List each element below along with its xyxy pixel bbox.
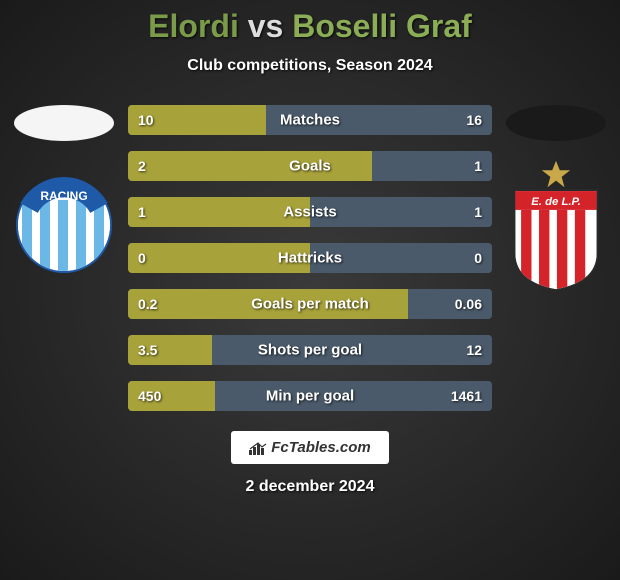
svg-text:RACING: RACING <box>40 189 87 203</box>
bar-right-fill <box>310 197 492 227</box>
right-side: E. de L.P. <box>500 105 612 427</box>
racing-crest-icon: RACING <box>14 170 114 280</box>
stat-right-value: 16 <box>466 112 482 128</box>
player2-ellipse <box>506 105 606 141</box>
stat-label: Hattricks <box>278 250 342 267</box>
stat-row-goals-per-match: 0.2 0.06 Goals per match <box>128 289 492 319</box>
player1-crest: RACING <box>14 165 114 285</box>
stat-left-value: 0.2 <box>138 296 157 312</box>
brand-badge: FcTables.com <box>231 431 388 464</box>
stat-left-value: 0 <box>138 250 146 266</box>
stat-bars: 10 16 Matches 2 1 Goals 1 1 Assists 0 0 Hattricks 0.… <box>120 105 500 427</box>
stat-right-value: 1 <box>474 204 482 220</box>
stat-label: Assists <box>283 204 336 221</box>
comparison-title: Elordi vs Boselli Graf <box>0 8 620 45</box>
stat-left-value: 450 <box>138 388 161 404</box>
stat-label: Shots per goal <box>258 342 362 359</box>
stat-right-value: 1461 <box>451 388 482 404</box>
left-side: RACING <box>8 105 120 427</box>
subtitle: Club competitions, Season 2024 <box>0 57 620 75</box>
stat-left-value: 2 <box>138 158 146 174</box>
stat-row-hattricks: 0 0 Hattricks <box>128 243 492 273</box>
svg-text:E. de L.P.: E. de L.P. <box>531 196 580 208</box>
player1-ellipse <box>14 105 114 141</box>
date-text: 2 december 2024 <box>0 478 620 496</box>
stat-row-matches: 10 16 Matches <box>128 105 492 135</box>
player2-crest: E. de L.P. <box>506 165 606 285</box>
stat-right-value: 1 <box>474 158 482 174</box>
estudiantes-crest-icon: E. de L.P. <box>506 155 606 295</box>
stat-row-assists: 1 1 Assists <box>128 197 492 227</box>
stat-right-value: 0.06 <box>455 296 482 312</box>
bar-left-fill <box>128 151 372 181</box>
stat-row-shots-per-goal: 3.5 12 Shots per goal <box>128 335 492 365</box>
stat-right-value: 12 <box>466 342 482 358</box>
stat-label: Goals <box>289 158 331 175</box>
stat-right-value: 0 <box>474 250 482 266</box>
player1-name: Elordi <box>148 8 239 44</box>
stat-row-min-per-goal: 450 1461 Min per goal <box>128 381 492 411</box>
brand-text: FcTables.com <box>271 439 370 456</box>
stat-row-goals: 2 1 Goals <box>128 151 492 181</box>
stat-label: Min per goal <box>266 388 354 405</box>
stat-left-value: 3.5 <box>138 342 157 358</box>
vs-text: vs <box>248 8 284 44</box>
footer: FcTables.com 2 december 2024 <box>0 431 620 496</box>
header: Elordi vs Boselli Graf Club competitions… <box>0 0 620 75</box>
stat-label: Goals per match <box>251 296 369 313</box>
stat-left-value: 1 <box>138 204 146 220</box>
stat-label: Matches <box>280 112 340 129</box>
stat-left-value: 10 <box>138 112 154 128</box>
body: RACING 10 16 Matches 2 1 Goals 1 1 Assists 0 0 Hatt… <box>0 105 620 427</box>
chart-icon <box>249 441 267 455</box>
player2-name: Boselli Graf <box>292 8 472 44</box>
